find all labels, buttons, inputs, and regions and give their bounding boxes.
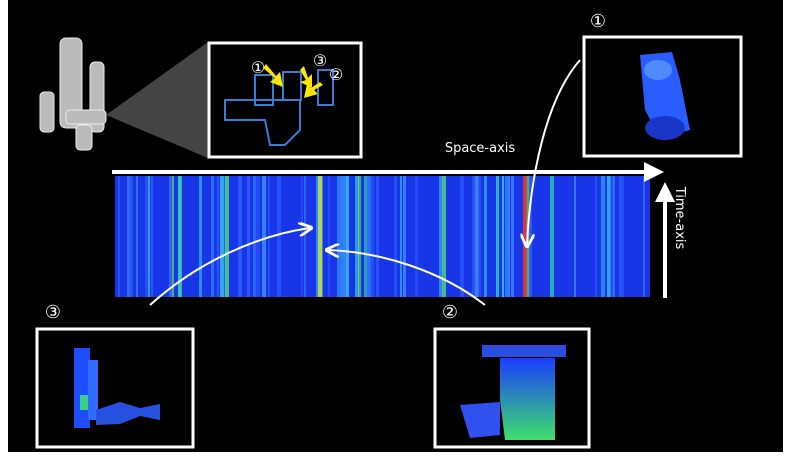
heat-streak (340, 176, 343, 297)
heat-streak (247, 176, 250, 297)
inset-marker: ① (251, 58, 265, 77)
heat-streak (502, 176, 504, 297)
heat-streak (505, 176, 508, 297)
heat-streak (172, 176, 174, 297)
heat-streak (304, 176, 306, 297)
heat-streak (301, 176, 303, 297)
heat-streak (619, 176, 622, 297)
heat-streak (403, 176, 406, 297)
detail-box (37, 329, 193, 447)
heat-streak (400, 176, 402, 297)
heat-streak (151, 176, 153, 297)
diagram: ① ③ ② ① ③ ② Space-axis Time-axis (0, 0, 789, 458)
heat-streak (376, 176, 379, 297)
callout-number: ② (442, 302, 458, 323)
heat-streak (346, 176, 349, 297)
heat-streak (148, 176, 150, 297)
heat-streak (478, 176, 481, 297)
heat-streak (136, 176, 138, 297)
heat-streak (415, 176, 418, 297)
heat-streak (484, 176, 487, 297)
heat-streak (643, 176, 645, 297)
heat-streak (199, 176, 202, 297)
heat-streak (211, 176, 214, 297)
heat-streak (472, 176, 475, 297)
heat-streak (496, 176, 499, 297)
heat-hotspot (178, 176, 182, 297)
callout-number: ① (590, 11, 606, 32)
heat-streak (337, 176, 340, 297)
heat-streak (262, 176, 266, 297)
heat-streak (613, 176, 615, 297)
heat-hotspot (318, 176, 322, 297)
axis-label: Time-axis (672, 186, 687, 250)
heat-streak (328, 176, 330, 297)
heat-streak (130, 176, 133, 297)
heat-streak (550, 176, 554, 297)
heat-streak (169, 176, 172, 297)
heat-streak (574, 176, 576, 297)
heat-streak (277, 176, 281, 297)
heat-streak (601, 176, 605, 297)
heat-hotspot (523, 176, 527, 297)
heat-streak (508, 176, 510, 297)
heat-streak (364, 176, 367, 297)
heat-streak (127, 176, 130, 297)
heat-streak (217, 176, 219, 297)
inset-marker: ② (329, 65, 343, 84)
heat-streak (511, 176, 514, 297)
callout-number: ③ (45, 302, 61, 323)
heat-streak (595, 176, 597, 297)
heat-streak (622, 176, 624, 297)
heat-streak (238, 176, 242, 297)
heatmap (115, 176, 650, 297)
heat-hotspot (225, 176, 229, 297)
heat-streak (370, 176, 374, 297)
heat-streak (256, 176, 260, 297)
heat-streak (253, 176, 256, 297)
heat-streak (394, 176, 397, 297)
axis-label: Space-axis (445, 141, 516, 156)
heat-streak (118, 176, 120, 297)
heat-streak (358, 176, 361, 297)
inset-marker: ③ (313, 51, 327, 70)
heat-streak (460, 176, 464, 297)
heat-streak (343, 176, 346, 297)
